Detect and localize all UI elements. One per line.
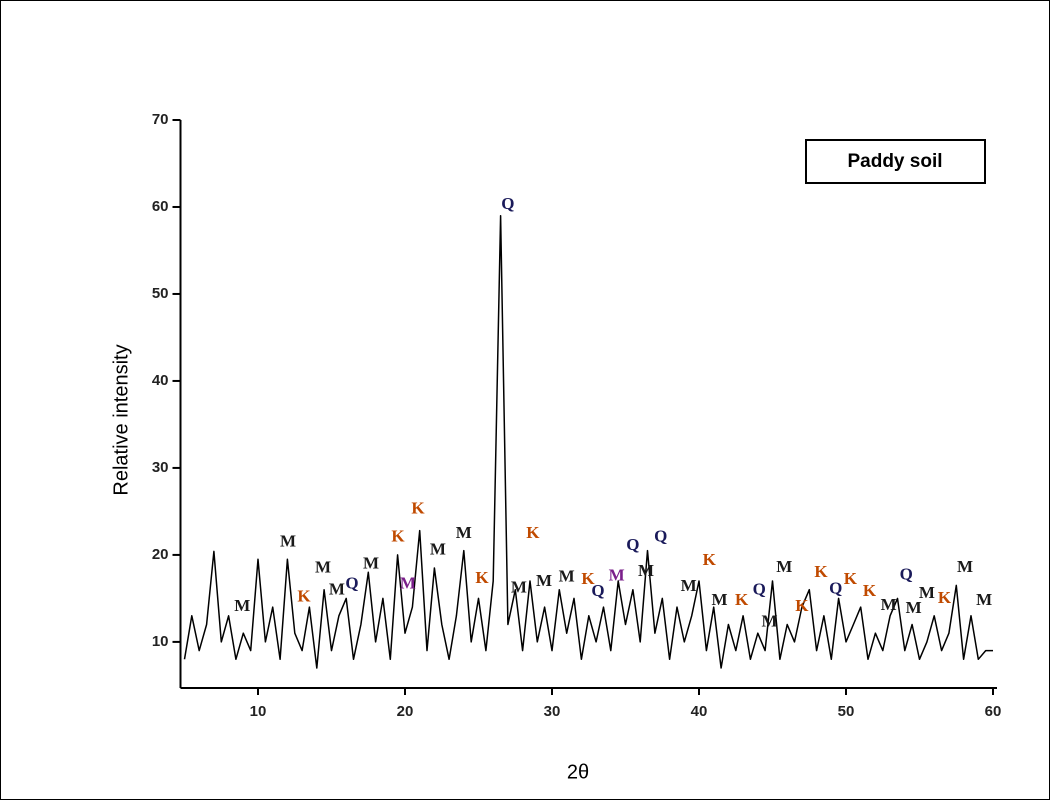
peak-label: K [411, 499, 425, 518]
peak-label: M [881, 595, 897, 614]
peak-label: K [814, 562, 828, 581]
peak-label: K [475, 568, 489, 587]
peak-label: K [581, 569, 595, 588]
peak-label: Q [900, 565, 913, 584]
legend-label: Paddy soil [847, 151, 942, 172]
peak-label: M [976, 590, 992, 609]
peak-label: K [526, 523, 540, 542]
peak-label: Q [829, 579, 842, 598]
peak-label: M [536, 571, 552, 590]
peak-label: K [391, 526, 405, 545]
y-tick-label: 10 [152, 633, 169, 650]
peak-label: M [400, 573, 416, 592]
peak-label: M [906, 598, 922, 617]
peak-label: M [762, 612, 778, 631]
peak-label: M [681, 576, 697, 595]
x-tick-label: 50 [838, 703, 855, 720]
peak-label: M [559, 566, 575, 585]
y-tick-label: 20 [152, 546, 169, 563]
peak-label: M [638, 561, 654, 580]
x-tick-label: 10 [250, 703, 267, 720]
peak-label: Q [753, 579, 766, 598]
peak-label: K [735, 590, 749, 609]
y-tick-label: 50 [152, 285, 169, 302]
peak-label: K [703, 550, 717, 569]
peak-label: Q [591, 581, 604, 600]
legend-box [805, 139, 986, 184]
peak-label: K [938, 588, 952, 607]
peak-label: K [297, 586, 311, 605]
peak-label: M [511, 578, 527, 597]
peak-label: Q [626, 535, 639, 554]
peak-label: M [363, 553, 379, 572]
x-tick-label: 40 [691, 703, 708, 720]
peak-label: K [844, 569, 858, 588]
x-tick-label: 60 [985, 703, 1002, 720]
peak-label: Q [501, 194, 514, 213]
peak-label: M [234, 596, 250, 615]
y-tick-label: 40 [152, 372, 169, 389]
y-tick-label: 60 [152, 198, 169, 215]
data-line [183, 214, 993, 669]
peak-label: M [712, 590, 728, 609]
peak-label: M [430, 539, 446, 558]
peak-label: M [776, 557, 792, 576]
y-axis-label: Relative intensity [110, 344, 132, 495]
y-tick-label: 30 [152, 459, 169, 476]
peak-label: M [456, 523, 472, 542]
peak-label: M [315, 558, 331, 577]
peak-label: Q [654, 526, 667, 545]
peak-label: K [863, 581, 877, 600]
peak-label: M [957, 557, 973, 576]
peak-label: K [795, 596, 809, 615]
x-tick-label: 30 [544, 703, 561, 720]
peak-label: M [609, 566, 625, 585]
x-axis-label: 2θ [567, 761, 589, 783]
peak-label: M [919, 583, 935, 602]
peak-label: Q [345, 573, 358, 592]
x-tick-label: 20 [397, 703, 414, 720]
peak-label: M [280, 532, 296, 551]
peak-label: M [329, 579, 345, 598]
y-tick-label: 70 [152, 111, 169, 128]
